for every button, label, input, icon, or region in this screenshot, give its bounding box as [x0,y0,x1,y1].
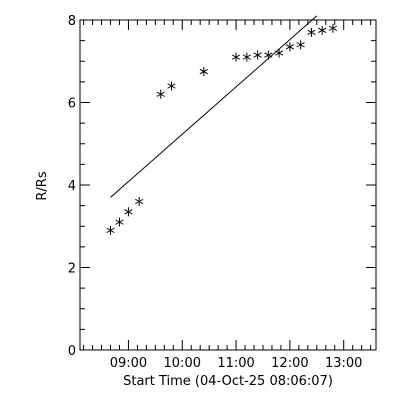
data-point [274,48,284,58]
x-axis-label: Start Time (04-Oct-25 08:06:07) [123,374,333,389]
asterisk-stroke [274,50,284,56]
y-tick-label: 0 [68,344,76,359]
x-tick-label: 12:00 [271,356,308,371]
asterisk-stroke [328,25,338,31]
data-point [156,89,165,99]
data-point [328,23,338,33]
data-point [124,207,133,217]
data-point [253,50,262,60]
asterisk-stroke [242,54,251,60]
data-point [242,52,251,62]
data-point [318,25,327,35]
asterisk-stroke [231,54,241,60]
data-point [115,217,124,227]
asterisk-stroke [285,44,295,50]
axis-ticks [80,19,376,351]
asterisk-stroke [264,52,273,58]
y-tick-label: 6 [68,97,76,112]
asterisk-stroke [167,83,176,89]
x-tick-label: 13:00 [325,356,362,371]
asterisk-stroke [199,68,208,75]
asterisk-stroke [307,29,316,36]
data-points [106,23,338,235]
asterisk-stroke [135,198,144,205]
fit-line-group [110,15,318,198]
fit-line [110,15,318,198]
x-tick-label: 09:00 [110,356,147,371]
data-point [296,40,305,50]
asterisk-stroke [318,27,327,33]
asterisk-stroke [124,209,133,215]
y-tick-label: 2 [68,262,76,277]
asterisk-stroke [253,52,262,58]
asterisk-stroke [156,91,165,97]
asterisk-stroke [106,227,115,234]
asterisk-stroke [296,42,305,48]
y-tick-label: 8 [68,14,76,29]
y-tick-label: 4 [68,179,76,194]
y-axis-label: R/Rs [35,171,50,200]
tick-labels: 09:00 10:00 11:00 12:00 13:00 0 2 4 6 8 [68,14,363,371]
x-tick-label: 11:00 [217,356,254,371]
data-point [264,50,273,60]
data-point [199,67,208,77]
data-point [106,225,115,235]
data-point [307,27,316,37]
asterisk-stroke [115,219,124,225]
data-point [135,197,144,206]
data-point [231,52,241,62]
x-tick-label: 10:00 [164,356,201,371]
data-point [285,42,295,52]
data-point [167,81,176,91]
